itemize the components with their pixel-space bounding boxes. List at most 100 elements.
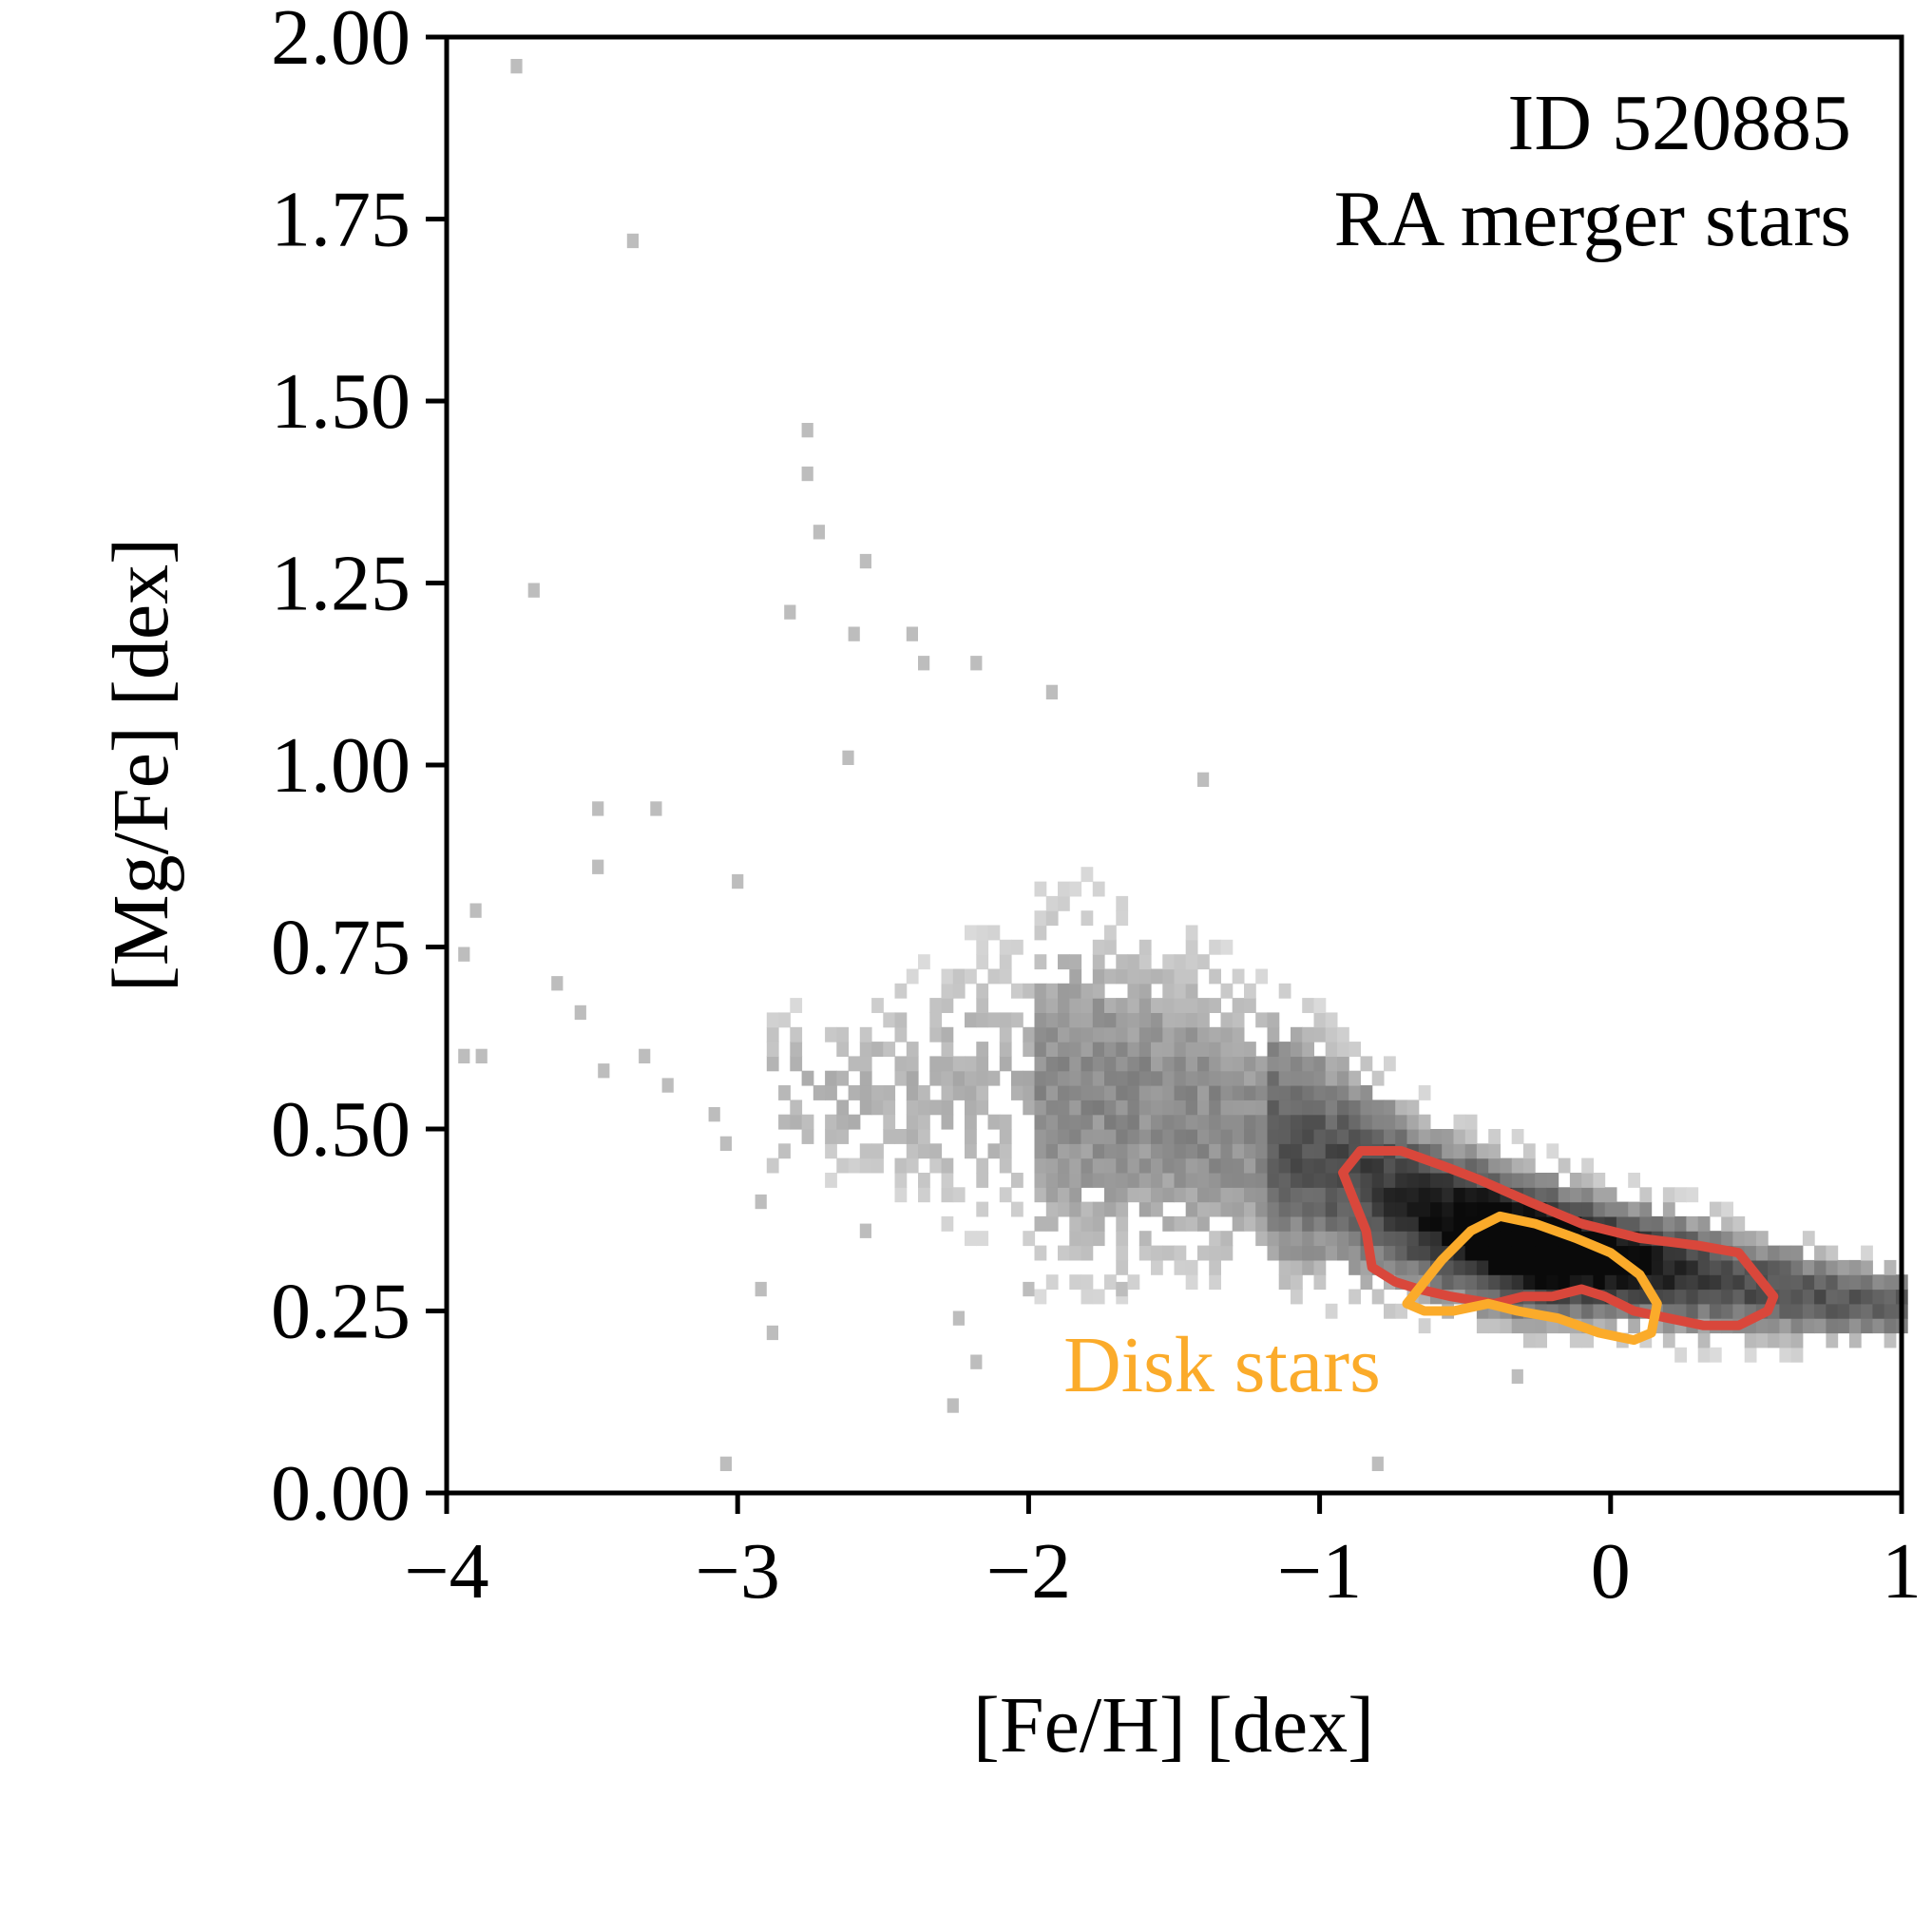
heatmap-cell <box>1220 1187 1234 1203</box>
heatmap-cell <box>965 1100 977 1116</box>
heatmap-cell <box>1302 1259 1314 1275</box>
outlier-cell <box>639 1048 651 1063</box>
heatmap-cell <box>987 1070 1001 1086</box>
heatmap-cell <box>1709 1201 1722 1217</box>
heatmap-cell <box>1406 1231 1420 1247</box>
heatmap-cell <box>1185 968 1198 985</box>
heatmap-cell <box>1104 998 1117 1013</box>
heatmap-cell <box>1058 1056 1070 1072</box>
heatmap-cell <box>1464 1259 1478 1275</box>
heatmap-cell <box>1325 1026 1338 1043</box>
heatmap-cell <box>778 1114 791 1130</box>
outlier-cell <box>1045 684 1058 699</box>
heatmap-cell <box>1291 1056 1303 1072</box>
heatmap-cell <box>1127 1026 1140 1043</box>
heatmap-cell <box>1628 1245 1640 1261</box>
heatmap-cell <box>1058 1187 1070 1203</box>
heatmap-cell <box>1500 1173 1513 1188</box>
heatmap-cell <box>1313 1201 1327 1217</box>
heatmap-cell <box>1535 1245 1547 1261</box>
heatmap-cell <box>1034 1114 1047 1130</box>
heatmap-cell <box>1045 1274 1059 1291</box>
heatmap-cell <box>1255 1231 1268 1247</box>
heatmap-cell <box>976 1100 989 1116</box>
heatmap-cell <box>1232 1070 1245 1086</box>
heatmap-cell <box>906 1042 919 1057</box>
heatmap-cell <box>1116 1026 1129 1043</box>
heatmap-cell <box>1220 1012 1234 1028</box>
heatmap-cell <box>1244 1201 1256 1217</box>
heatmap-cell <box>1162 1114 1176 1130</box>
heatmap-cell <box>1371 1215 1385 1232</box>
heatmap-cell <box>1442 1274 1454 1291</box>
heatmap-cell <box>1116 998 1129 1013</box>
heatmap-cell <box>976 1201 989 1217</box>
heatmap-cell <box>1104 1070 1117 1086</box>
heatmap-cell <box>1535 1231 1547 1247</box>
heatmap-cell <box>1092 1201 1105 1217</box>
heatmap-cell <box>1034 1042 1047 1057</box>
heatmap-cell <box>1255 1201 1268 1217</box>
heatmap-cell <box>1349 1042 1361 1057</box>
heatmap-cell <box>1884 1289 1897 1305</box>
heatmap-cell <box>1384 1201 1396 1217</box>
heatmap-cell <box>1453 1114 1466 1130</box>
heatmap-cell <box>976 1085 989 1100</box>
heatmap-cell <box>1278 1231 1291 1247</box>
heatmap-cell <box>1034 881 1047 897</box>
heatmap-cell <box>1174 1026 1187 1043</box>
heatmap-cell <box>1302 1129 1314 1144</box>
heatmap-cell <box>1104 1173 1117 1188</box>
heatmap-cell <box>1732 1215 1746 1232</box>
heatmap-cell <box>1569 1245 1582 1261</box>
heatmap-cell <box>1418 1187 1431 1203</box>
heatmap-cell <box>1278 1114 1291 1130</box>
heatmap-cell <box>1732 1289 1746 1305</box>
heatmap-cell <box>1779 1259 1792 1275</box>
heatmap-cell <box>1162 1012 1176 1028</box>
heatmap-cell <box>1162 1042 1176 1057</box>
heatmap-cell <box>1220 1100 1234 1116</box>
heatmap-cell <box>929 1143 943 1159</box>
heatmap-cell <box>1535 1274 1547 1291</box>
heatmap-cell <box>1371 1187 1385 1203</box>
heatmap-cell <box>1151 1173 1163 1188</box>
heatmap-cell <box>1755 1231 1769 1247</box>
heatmap-cell <box>1464 1245 1478 1261</box>
heatmap-cell <box>1349 1129 1361 1144</box>
outlier-cell <box>650 801 662 816</box>
heatmap-cell <box>859 1070 872 1086</box>
outlier-cell <box>458 1048 470 1063</box>
outlier-cell <box>801 466 813 482</box>
heatmap-cell <box>1814 1259 1827 1275</box>
disk-stars-label: Disk stars <box>1063 1321 1381 1409</box>
heatmap-cell <box>1697 1274 1711 1291</box>
heatmap-cell <box>1313 1259 1327 1275</box>
heatmap-cell <box>987 1143 1001 1159</box>
heatmap-cell <box>1255 1056 1268 1072</box>
heatmap-cell <box>1081 1173 1094 1188</box>
heatmap-cell <box>1418 1085 1431 1100</box>
heatmap-cell <box>1034 1085 1047 1100</box>
heatmap-cell <box>1744 1289 1757 1305</box>
heatmap-cell <box>1826 1332 1839 1349</box>
heatmap-cell <box>1872 1274 1885 1291</box>
heatmap-cell <box>1360 1085 1373 1100</box>
heatmap-cell <box>1674 1274 1687 1291</box>
heatmap-cell <box>1092 1070 1105 1086</box>
heatmap-cell <box>1884 1303 1897 1319</box>
heatmap-cell <box>1802 1303 1815 1319</box>
heatmap-cell <box>1418 1318 1431 1334</box>
heatmap-cell <box>1023 1231 1036 1247</box>
heatmap-cell <box>1302 1201 1314 1217</box>
heatmap-cell <box>976 925 989 941</box>
heatmap-cell <box>1628 1173 1640 1188</box>
heatmap-cell <box>929 1157 943 1174</box>
heatmap-cell <box>1138 1231 1152 1247</box>
heatmap-cell <box>1337 1143 1349 1159</box>
heatmap-cell <box>1138 1201 1152 1217</box>
heatmap-cell <box>1593 1259 1606 1275</box>
heatmap-cell <box>1069 968 1082 985</box>
heatmap-cell <box>906 1157 919 1174</box>
